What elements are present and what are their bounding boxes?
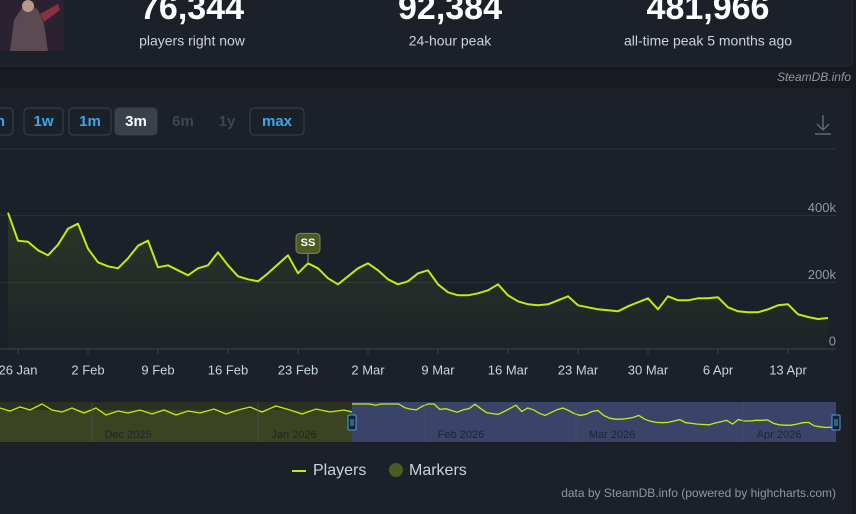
download-icon[interactable] <box>815 115 831 135</box>
x-tick-label: 2 Feb <box>71 362 104 377</box>
stat-value: 76,344 <box>140 0 244 27</box>
range-button-label[interactable]: h <box>0 113 5 130</box>
x-tick-label: 23 Feb <box>278 362 318 377</box>
legend-marker <box>389 463 403 477</box>
range-button[interactable] <box>249 107 305 136</box>
navigator-handle-grip[interactable] <box>834 419 838 426</box>
x-tick-label: 9 Mar <box>421 362 455 377</box>
x-tick-label: 23 Mar <box>558 362 599 377</box>
range-button-label[interactable]: max <box>262 113 293 130</box>
navigator-handle-grip[interactable] <box>350 419 354 426</box>
legend-label[interactable]: Markers <box>409 462 467 479</box>
source-label: SteamDB.info <box>777 70 851 84</box>
series-area <box>8 212 828 349</box>
range-button[interactable] <box>68 107 112 136</box>
game-image <box>0 0 64 51</box>
range-button-label[interactable]: 1y <box>219 113 236 130</box>
plot-area: 0 200k 400k 26 Jan 2 Feb 9 Feb 16 Feb 23 Feb 2 M… <box>0 148 841 500</box>
x-tick-label: 26 Jan <box>0 362 38 377</box>
navigator-label: Feb 2026 <box>438 429 484 441</box>
stats-panel <box>0 0 853 67</box>
legend-label[interactable]: Players <box>313 462 366 479</box>
marker-label: SS <box>301 237 316 249</box>
marker-flag[interactable] <box>295 232 321 254</box>
range-buttons: h 1w 1m 3m 6m 1y max <box>0 107 305 136</box>
navigator-label: Mar 2026 <box>589 429 635 441</box>
navigator-line <box>352 403 833 429</box>
y-tick-label: 400k <box>808 200 837 215</box>
y-tick-label: 0 <box>829 333 836 348</box>
x-tick-label: 16 Mar <box>488 362 529 377</box>
navigator-label: Jan 2026 <box>271 429 316 441</box>
stat-label: players right now <box>139 33 246 49</box>
range-button-label[interactable]: 3m <box>125 113 147 130</box>
x-tick-label: 9 Feb <box>141 362 174 377</box>
stat-label: 24-hour peak <box>409 33 493 49</box>
range-button[interactable] <box>23 107 64 136</box>
x-tick-label: 16 Feb <box>208 362 248 377</box>
navigator-history-line <box>0 403 353 416</box>
x-tick-label: 6 Apr <box>703 362 734 377</box>
range-button-label[interactable]: 6m <box>172 113 194 130</box>
stat-value: 481,966 <box>647 0 770 27</box>
range-button[interactable] <box>114 107 158 136</box>
range-button-label[interactable]: 1w <box>33 113 53 130</box>
stat-value: 92,384 <box>398 0 502 27</box>
range-button[interactable] <box>0 107 14 136</box>
credit[interactable]: data by SteamDB.info (powered by highcha… <box>561 486 836 500</box>
navigator-handle[interactable] <box>347 414 357 431</box>
navigator-label: Apr 2026 <box>757 429 802 441</box>
x-tick-label: 13 Apr <box>769 362 807 377</box>
range-button-label[interactable]: 1m <box>79 113 101 130</box>
series-line <box>7 212 829 320</box>
y-tick-label: 200k <box>808 267 837 282</box>
navigator-selection[interactable] <box>352 402 836 442</box>
x-tick-label: 30 Mar <box>628 362 669 377</box>
navigator-label: Dec 2025 <box>104 429 151 441</box>
x-tick-label: 2 Mar <box>351 362 385 377</box>
stat-label: all-time peak 5 months ago <box>624 33 792 49</box>
navigator-handle[interactable] <box>831 414 841 431</box>
